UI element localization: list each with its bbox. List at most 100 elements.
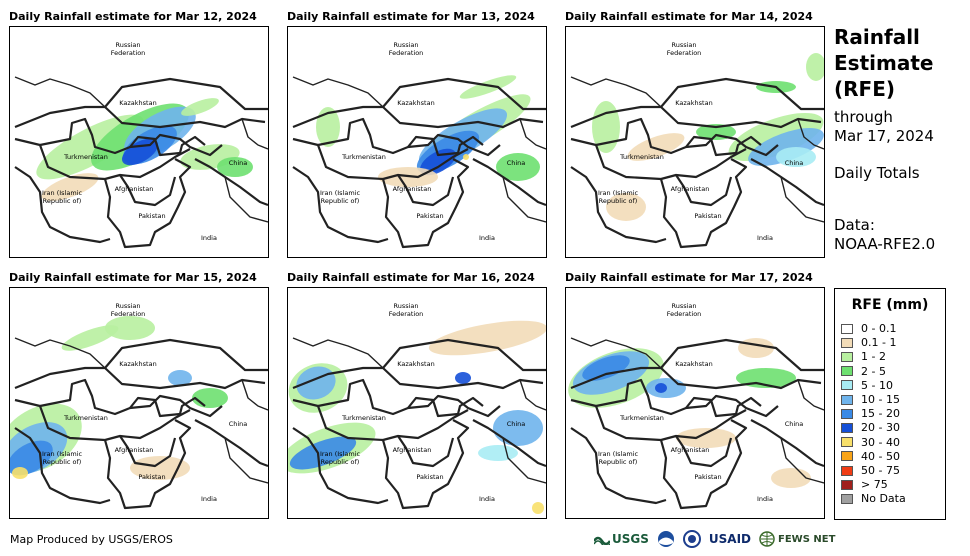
- rainfall-area: [496, 153, 540, 181]
- fewsnet-logo: FEWS NET: [759, 531, 835, 547]
- country-borders: [14, 337, 268, 510]
- usaid-text: USAID: [708, 532, 751, 546]
- legend-item: 10 - 15: [841, 393, 900, 406]
- panel-title: Daily Rainfall estimate for Mar 13, 2024: [287, 10, 535, 23]
- legend-label: 15 - 20: [861, 407, 900, 421]
- svg-text:Turkmenistan: Turkmenistan: [341, 153, 386, 161]
- map-frame: Russian Federation Kazakhstan Turkmenist…: [565, 26, 825, 258]
- svg-text:China: China: [229, 159, 248, 167]
- country-labels: Russian Federation Kazakhstan Turkmenist…: [42, 302, 247, 503]
- svg-text:India: India: [201, 495, 217, 503]
- svg-text:Pakistan: Pakistan: [138, 212, 165, 220]
- map-frame: Russian Federation Kazakhstan Turkmenist…: [9, 287, 269, 519]
- legend-item: 50 - 75: [841, 464, 900, 477]
- rainfall-area: [12, 467, 28, 479]
- svg-text:Federation: Federation: [667, 310, 702, 318]
- legend-swatch: [841, 437, 853, 448]
- map-frame: Russian Federation Kazakhstan Turkmenist…: [9, 26, 269, 258]
- legend-swatch: [841, 479, 853, 490]
- legend-swatch: [841, 408, 853, 419]
- legend-label: 0.1 - 1: [861, 336, 897, 350]
- fewsnet-text: FEWS NET: [778, 533, 836, 545]
- svg-text:India: India: [201, 234, 217, 242]
- agency-logos: USGS USAID FEWS NET: [594, 528, 843, 550]
- legend-item: 2 - 5: [841, 365, 886, 378]
- legend-label: 1 - 2: [861, 350, 886, 364]
- rainfall-area: [776, 147, 816, 167]
- svg-text:Pakistan: Pakistan: [416, 473, 443, 481]
- svg-text:China: China: [507, 159, 526, 167]
- svg-text:India: India: [479, 234, 495, 242]
- legend-swatch: [841, 323, 853, 334]
- svg-text:Russian: Russian: [671, 41, 696, 49]
- svg-text:Federation: Federation: [389, 310, 424, 318]
- through-label: through: [834, 108, 893, 126]
- product-title: Rainfall Estimate (RFE): [834, 24, 964, 102]
- svg-text:Kazakhstan: Kazakhstan: [397, 360, 434, 368]
- rainfall-area: [582, 355, 630, 381]
- svg-text:Republic of): Republic of): [321, 458, 360, 466]
- svg-text:India: India: [757, 234, 773, 242]
- legend-label: 5 - 10: [861, 378, 893, 392]
- country-labels: Russian Federation Kazakhstan Turkmenist…: [598, 41, 803, 242]
- svg-text:India: India: [479, 495, 495, 503]
- svg-text:Iran (Islamic: Iran (Islamic: [320, 450, 361, 458]
- legend-label: 20 - 30: [861, 421, 900, 435]
- usgs-text: USGS: [612, 532, 649, 546]
- svg-text:Turkmenistan: Turkmenistan: [619, 414, 664, 422]
- svg-text:China: China: [229, 420, 248, 428]
- legend-item: 0.1 - 1: [841, 336, 896, 349]
- rainfall-area: [478, 445, 518, 461]
- svg-text:Republic of): Republic of): [43, 458, 82, 466]
- legend-label: 2 - 5: [861, 364, 886, 378]
- svg-text:Kazakhstan: Kazakhstan: [119, 99, 156, 107]
- panel-title: Daily Rainfall estimate for Mar 17, 2024: [565, 271, 813, 284]
- svg-text:Russian: Russian: [671, 302, 696, 310]
- panel-title: Daily Rainfall estimate for Mar 15, 2024: [9, 271, 257, 284]
- usgs-wave-icon: [594, 536, 610, 545]
- country-labels: Russian Federation Kazakhstan Turkmenist…: [42, 41, 247, 242]
- svg-text:China: China: [507, 420, 526, 428]
- rainfall-area: [316, 107, 340, 147]
- svg-text:Kazakhstan: Kazakhstan: [119, 360, 156, 368]
- rainfall-map: Russian Federation Kazakhstan Turkmenist…: [10, 27, 268, 257]
- country-borders: [570, 76, 824, 249]
- rainfall-area: [181, 98, 219, 116]
- rainfall-area: [105, 316, 155, 340]
- rainfall-area: [419, 148, 457, 176]
- svg-text:Pakistan: Pakistan: [138, 473, 165, 481]
- svg-text:Iran (Islamic: Iran (Islamic: [320, 189, 361, 197]
- legend-label: 50 - 75: [861, 464, 900, 477]
- rainfall-area: [41, 173, 99, 201]
- svg-text:Afghanistan: Afghanistan: [671, 446, 710, 454]
- usgs-logo: USGS: [594, 532, 649, 546]
- data-label: Data:: [834, 216, 875, 234]
- legend-swatch: [841, 366, 853, 377]
- rainfall-map: Russian Federation Kazakhstan Turkmenist…: [566, 288, 824, 518]
- rainfall-area: [676, 428, 736, 448]
- svg-text:Turkmenistan: Turkmenistan: [341, 414, 386, 422]
- svg-text:Federation: Federation: [389, 49, 424, 57]
- legend-swatch: [841, 493, 853, 504]
- legend-item: 40 - 50: [841, 450, 900, 463]
- legend-swatch: [841, 465, 853, 476]
- svg-text:Republic of): Republic of): [599, 197, 638, 205]
- svg-text:Russian: Russian: [393, 302, 418, 310]
- rainfall-map: Russian Federation Kazakhstan Turkmenist…: [288, 288, 546, 518]
- svg-text:Kazakhstan: Kazakhstan: [675, 360, 712, 368]
- rainfall-area: [606, 193, 646, 221]
- title-line-3: (RFE): [834, 77, 896, 101]
- country-borders: [570, 337, 824, 510]
- country-borders: [292, 337, 546, 510]
- legend-label: 40 - 50: [861, 449, 900, 463]
- rainfall-area: [168, 370, 192, 386]
- usaid-logo: USAID: [709, 532, 751, 546]
- legend-swatch: [841, 380, 853, 391]
- legend-swatch: [841, 351, 853, 362]
- rainfall-map: Russian Federation Kazakhstan Turkmenist…: [288, 27, 546, 257]
- rainfall-area: [192, 388, 228, 408]
- rainfall-map: Russian Federation Kazakhstan Turkmenist…: [566, 27, 824, 257]
- svg-text:Kazakhstan: Kazakhstan: [397, 99, 434, 107]
- rainfall-area: [217, 157, 253, 177]
- title-line-2: Estimate: [834, 51, 934, 75]
